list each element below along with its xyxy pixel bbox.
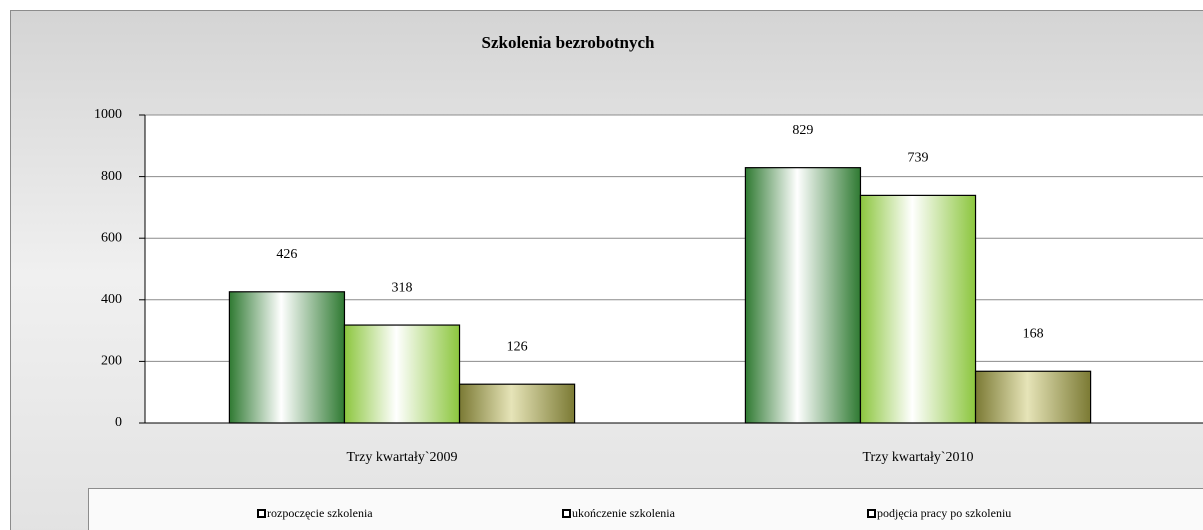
bar bbox=[974, 370, 1092, 424]
value-label: 739 bbox=[908, 151, 929, 166]
y-tick-label: 600 bbox=[101, 230, 122, 245]
value-label: 168 bbox=[1023, 326, 1044, 341]
y-tick-label: 400 bbox=[101, 292, 122, 307]
value-label: 426 bbox=[276, 247, 297, 262]
value-label: 829 bbox=[792, 123, 813, 138]
bar bbox=[859, 194, 977, 424]
x-tick-label: Trzy kwartały`2010 bbox=[862, 450, 973, 465]
y-tick-label: 800 bbox=[101, 169, 122, 184]
y-tick-label: 1000 bbox=[94, 107, 122, 122]
x-tick-label: Trzy kwartały`2009 bbox=[346, 450, 457, 465]
chart-title: Szkolenia bezrobotnych bbox=[481, 33, 655, 52]
legend-label: rozpoczęcie szkolenia bbox=[267, 506, 373, 520]
bar bbox=[343, 324, 461, 424]
legend-box bbox=[88, 488, 1203, 530]
bar bbox=[458, 383, 576, 424]
legend-swatch bbox=[257, 509, 266, 518]
legend-label: podjęcia pracy po szkoleniu bbox=[877, 506, 1011, 520]
legend-swatch bbox=[562, 509, 571, 518]
value-label: 126 bbox=[507, 339, 528, 354]
bar bbox=[744, 167, 862, 424]
y-tick-label: 0 bbox=[115, 415, 122, 430]
value-label: 318 bbox=[392, 280, 413, 295]
bar bbox=[228, 291, 346, 424]
legend-label: ukończenie szkolenia bbox=[572, 506, 676, 520]
legend-swatch bbox=[867, 509, 876, 518]
y-tick-label: 200 bbox=[101, 354, 122, 369]
